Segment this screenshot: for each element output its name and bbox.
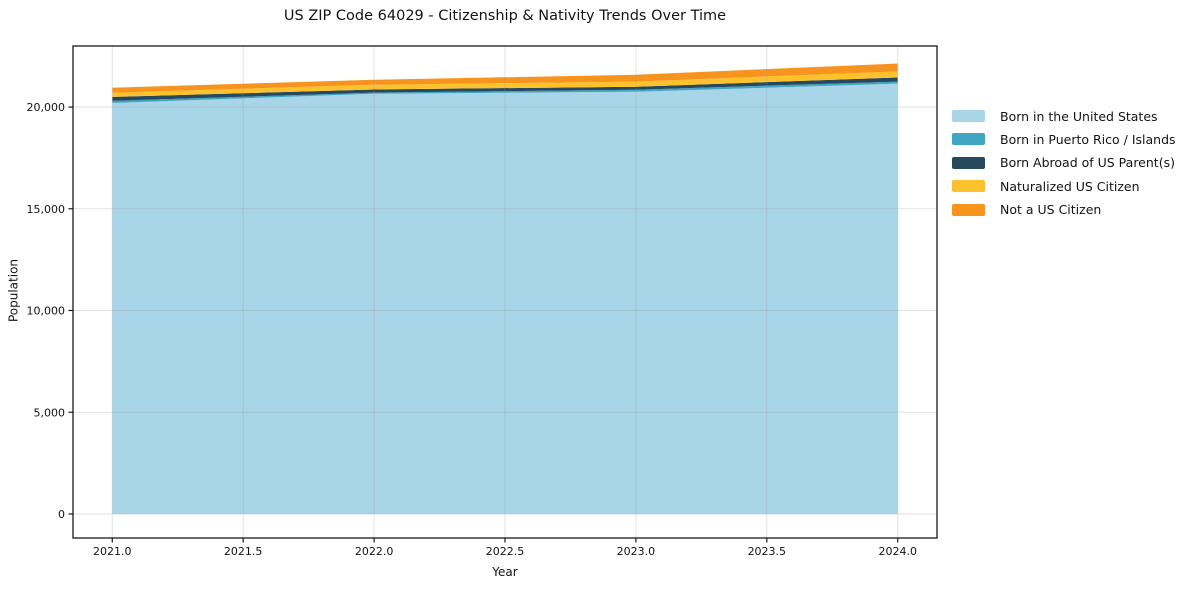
legend-item: Not a US Citizen xyxy=(952,202,1176,218)
legend-label: Born in Puerto Rico / Islands xyxy=(1000,131,1176,147)
area-born-in-the-united-states xyxy=(112,83,898,514)
legend: Born in the United States Born in Puerto … xyxy=(952,108,1176,227)
x-tick-label: 2024.0 xyxy=(878,545,917,558)
x-tick-label: 2021.5 xyxy=(224,545,263,558)
y-tick-label: 15,000 xyxy=(27,203,66,216)
x-tick-label: 2021.0 xyxy=(93,545,132,558)
area-naturalized-us-citizen xyxy=(112,71,898,97)
area-born-in-puerto-rico-islands xyxy=(112,81,898,103)
x-tick-label: 2022.5 xyxy=(486,545,525,558)
x-tick-label: 2023.0 xyxy=(617,545,656,558)
y-axis-label: Population xyxy=(6,258,21,323)
y-tick-label: 10,000 xyxy=(27,305,66,318)
chart-title: US ZIP Code 64029 - Citizenship & Nativi… xyxy=(283,8,727,24)
legend-label: Born in the United States xyxy=(1000,108,1158,124)
x-axis-label: Year xyxy=(492,565,518,579)
area-not-a-us-citizen xyxy=(112,63,898,93)
legend-item: Born in the United States xyxy=(952,108,1176,124)
y-tick-label: 20,000 xyxy=(27,101,66,114)
legend-label: Not a US Citizen xyxy=(1000,202,1102,218)
legend-item: Born Abroad of US Parent(s) xyxy=(952,155,1176,171)
x-tick-label: 2023.5 xyxy=(748,545,787,558)
legend-swatch xyxy=(952,133,985,146)
legend-swatch xyxy=(952,180,985,193)
legend-swatch xyxy=(952,156,985,169)
y-tick-label: 0 xyxy=(58,508,65,521)
legend-item: Born in Puerto Rico / Islands xyxy=(952,131,1176,147)
legend-label: Naturalized US Citizen xyxy=(1000,178,1140,194)
legend-label: Born Abroad of US Parent(s) xyxy=(1000,155,1175,171)
area-born-abroad-of-us-parent-s xyxy=(112,77,898,101)
x-tick-label: 2022.0 xyxy=(355,545,394,558)
legend-item: Naturalized US Citizen xyxy=(952,178,1176,194)
legend-swatch xyxy=(952,110,985,122)
legend-swatch xyxy=(952,203,985,216)
y-tick-label: 5,000 xyxy=(34,406,66,419)
